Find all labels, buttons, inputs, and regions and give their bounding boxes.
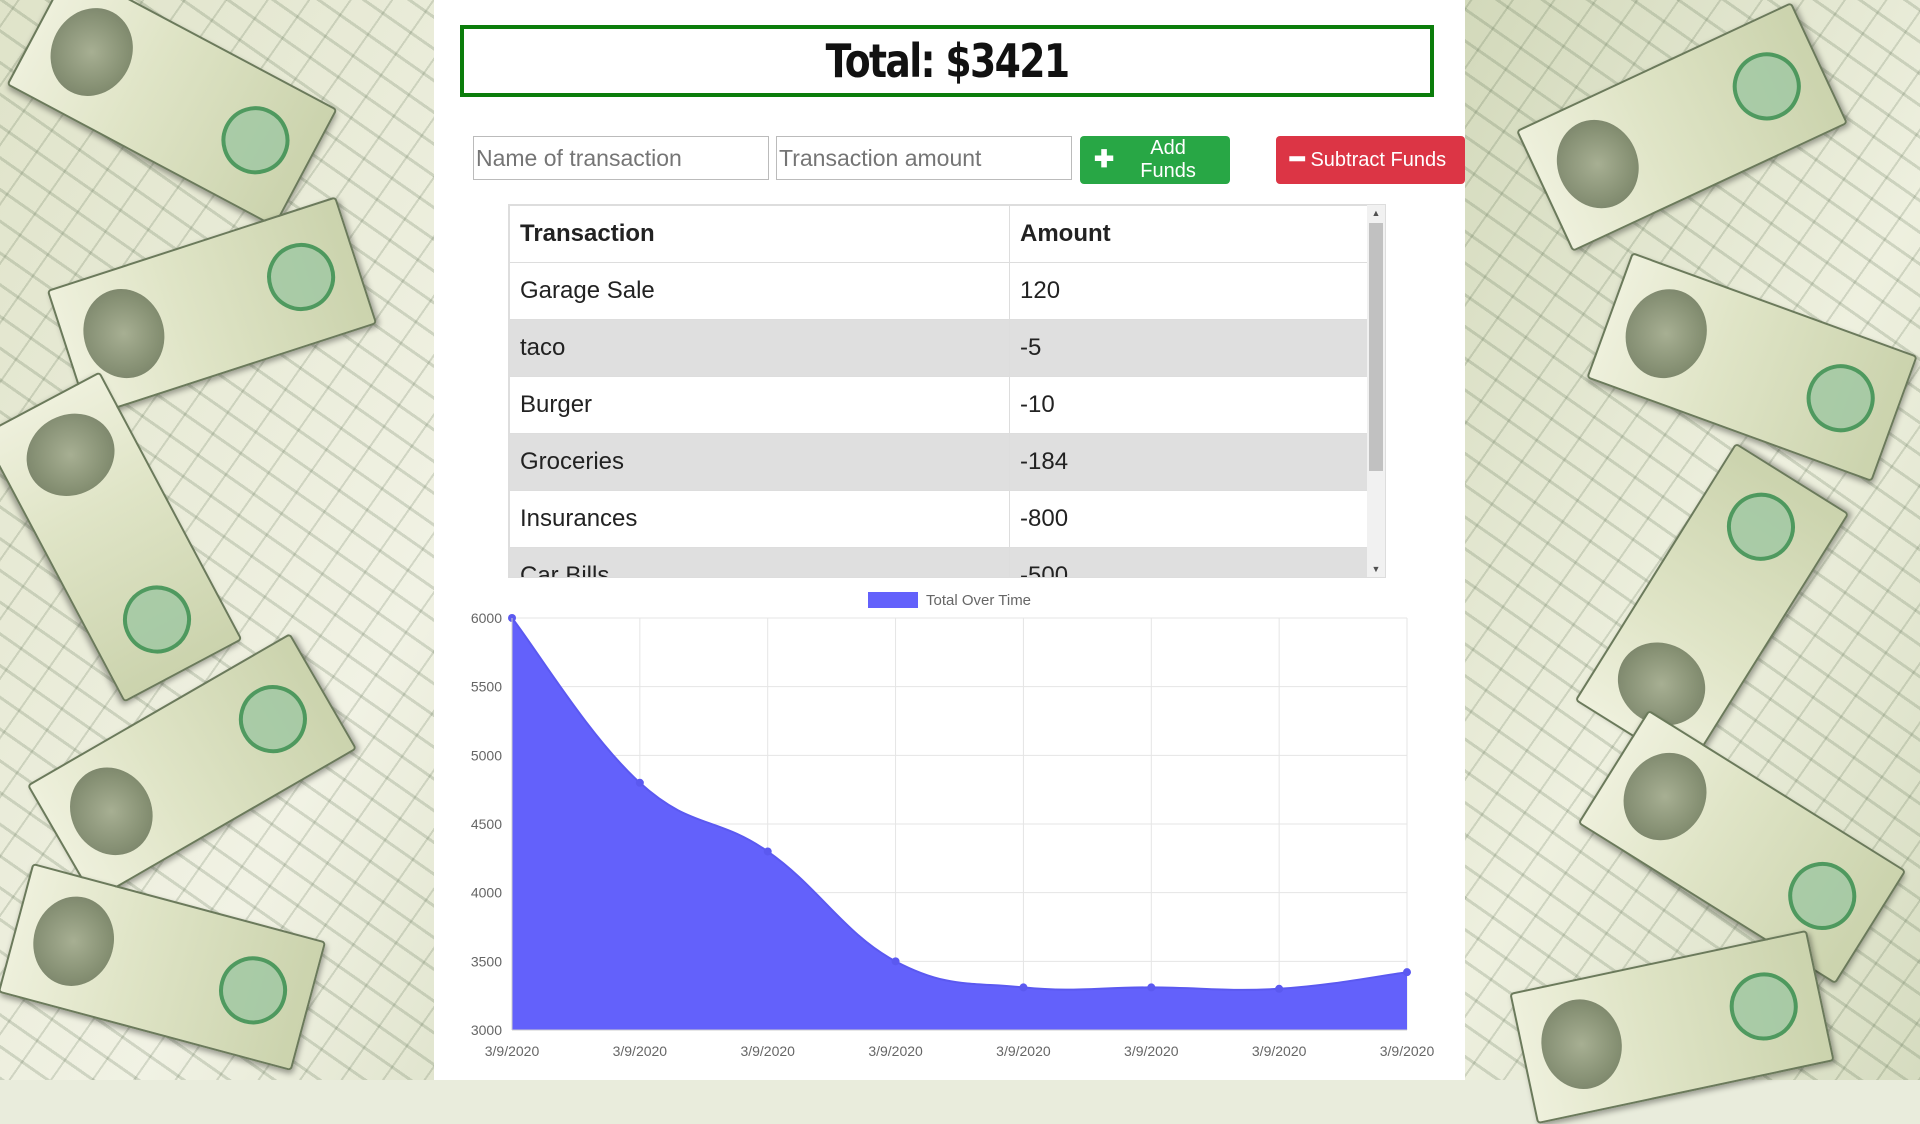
scroll-down-arrow-icon[interactable]: ▼	[1371, 564, 1381, 574]
table-row: Insurances -800	[509, 490, 1369, 548]
x-tick-label: 3/9/2020	[1380, 1043, 1435, 1059]
table-row: Groceries -184	[509, 433, 1369, 491]
transactions-table-container: Transaction Amount Garage Sale 120 taco …	[508, 204, 1386, 578]
table-row: Garage Sale 120	[509, 262, 1369, 320]
y-tick-label: 4500	[471, 816, 502, 832]
y-tick-label: 3000	[471, 1022, 502, 1038]
data-point	[891, 957, 900, 966]
transaction-amount-cell: 120	[1009, 262, 1369, 320]
table-row: Burger -10	[509, 376, 1369, 434]
total-amount: Total: $3421	[825, 34, 1070, 88]
add-funds-label: Add Funds	[1140, 137, 1196, 182]
table-row: taco -5	[509, 319, 1369, 377]
transaction-amount-cell: -500	[1009, 547, 1369, 577]
y-tick-label: 5500	[471, 679, 502, 695]
legend-label: Total Over Time	[926, 592, 1031, 609]
transaction-name-cell: Garage Sale	[509, 262, 1010, 320]
transaction-name-cell: Car Bills	[509, 547, 1010, 577]
data-point	[1019, 983, 1028, 992]
column-header-amount: Amount	[1009, 205, 1369, 263]
column-header-transaction: Transaction	[509, 205, 1010, 263]
transaction-amount-cell: -800	[1009, 490, 1369, 548]
minus-icon: ━	[1290, 146, 1305, 173]
x-tick-label: 3/9/2020	[485, 1043, 540, 1059]
total-banner: Total: $3421	[460, 25, 1434, 97]
data-point	[635, 778, 644, 787]
transaction-name-cell: Groceries	[509, 433, 1010, 491]
x-tick-label: 3/9/2020	[996, 1043, 1051, 1059]
data-point	[763, 847, 772, 856]
subtract-funds-button[interactable]: ━ Subtract Funds	[1276, 136, 1465, 184]
legend-swatch	[868, 592, 918, 608]
data-point	[1147, 983, 1156, 992]
x-tick-label: 3/9/2020	[868, 1043, 923, 1059]
subtract-funds-label: Subtract Funds	[1310, 148, 1447, 171]
transaction-amount-input[interactable]	[776, 136, 1072, 180]
data-point	[1275, 984, 1284, 993]
table-row: Car Bills -500	[509, 547, 1369, 577]
series-area	[512, 618, 1407, 1030]
table-header-row: Transaction Amount	[509, 205, 1369, 263]
plus-icon: ✚	[1094, 146, 1115, 173]
transaction-name-cell: taco	[509, 319, 1010, 377]
x-tick-label: 3/9/2020	[1124, 1043, 1179, 1059]
scroll-up-arrow-icon[interactable]: ▲	[1371, 208, 1381, 218]
transaction-name-cell: Burger	[509, 376, 1010, 434]
transaction-name-cell: Insurances	[509, 490, 1010, 548]
y-tick-label: 5000	[471, 747, 502, 763]
scrollbar-thumb[interactable]	[1369, 223, 1383, 471]
transaction-amount-cell: -5	[1009, 319, 1369, 377]
budget-panel: Total: $3421 ✚ Add Funds ━ Subtract Fund…	[434, 0, 1465, 1080]
transaction-name-input[interactable]	[473, 136, 769, 180]
total-over-time-chart: 6000 5500 5000 4500 4000 3500 3000 3/9/2020 3/9/…	[471, 592, 1435, 1059]
y-tick-label: 3500	[471, 953, 502, 969]
transactions-table: Transaction Amount Garage Sale 120 taco …	[509, 205, 1369, 577]
y-tick-label: 4000	[471, 885, 502, 901]
transaction-amount-cell: -10	[1009, 376, 1369, 434]
y-tick-label: 6000	[471, 610, 502, 626]
add-funds-button[interactable]: ✚ Add Funds	[1080, 136, 1230, 184]
transaction-amount-cell: -184	[1009, 433, 1369, 491]
table-scrollbar[interactable]: ▲ ▼	[1367, 205, 1385, 577]
x-tick-label: 3/9/2020	[613, 1043, 668, 1059]
x-tick-label: 3/9/2020	[740, 1043, 795, 1059]
data-point	[1403, 968, 1411, 977]
x-tick-label: 3/9/2020	[1252, 1043, 1307, 1059]
